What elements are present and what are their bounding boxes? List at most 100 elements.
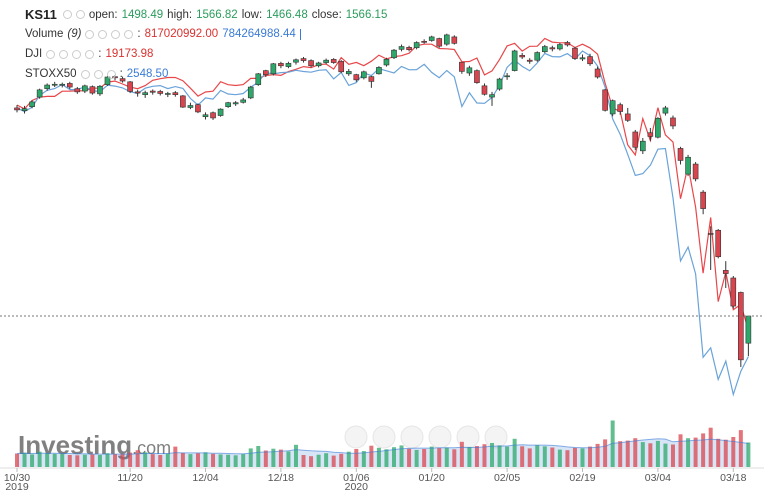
volume-bar [301, 455, 306, 467]
volume-bar [527, 448, 532, 467]
volume-bar [437, 448, 442, 467]
x-tick-label: 10/30 [4, 472, 30, 484]
candle-body [466, 67, 473, 74]
candle-body [59, 83, 66, 86]
candle-body [602, 89, 608, 111]
candle-body [640, 140, 646, 152]
candle-body [255, 73, 262, 85]
candle-body [345, 71, 352, 75]
candle-body [149, 90, 156, 93]
icon[interactable] [85, 49, 95, 59]
candle-body [738, 292, 744, 361]
candle-body [202, 114, 209, 118]
pager-button[interactable] [428, 425, 452, 449]
volume-bar [37, 451, 42, 467]
legend-value: 2548.50 [126, 68, 169, 80]
candle-body [195, 104, 201, 113]
volume-bar [618, 441, 623, 467]
candle-body [685, 156, 691, 175]
pager-button[interactable] [344, 425, 368, 449]
volume-bar [444, 447, 449, 467]
candle-body [564, 42, 571, 46]
icon[interactable] [85, 29, 95, 39]
candle-body [29, 101, 35, 108]
icon[interactable] [124, 29, 134, 39]
volume-bar [542, 446, 547, 467]
separator: : [119, 68, 123, 80]
icon[interactable] [46, 49, 56, 59]
icon[interactable] [80, 69, 90, 79]
volume-bar [625, 440, 630, 467]
candle-body [270, 63, 277, 75]
legend-value: 19173.98 [105, 48, 154, 60]
volume-bar [648, 443, 653, 467]
candle-body [594, 68, 601, 78]
icon[interactable] [111, 29, 121, 39]
candle-body [36, 89, 43, 98]
candle-body [172, 92, 179, 95]
candle-body [655, 118, 661, 138]
x-tick-label: 11/20 [117, 472, 143, 484]
candle-body [21, 108, 28, 112]
volume-bar [693, 437, 698, 467]
volume-bar [218, 454, 223, 467]
volume-bar [233, 455, 238, 467]
candle-body [391, 49, 397, 59]
volume-bar [75, 455, 80, 467]
candle-body [519, 55, 525, 58]
legend-period: (9) [67, 28, 82, 40]
x-year-label: 2020 [345, 481, 369, 491]
candle-body [504, 75, 510, 78]
pager-button[interactable] [484, 425, 508, 449]
legend-value: 817020992.00 [144, 28, 219, 40]
volume-bar [316, 454, 321, 467]
volume-bar [331, 455, 336, 467]
volume-bar [180, 452, 185, 467]
volume-bar [490, 443, 495, 467]
volume-bar [459, 441, 464, 467]
pager-button[interactable] [372, 425, 396, 449]
candle-body [308, 60, 314, 67]
legend-label: close: [311, 8, 342, 21]
candle-body [300, 58, 307, 61]
candle-body [549, 47, 556, 50]
legend-value: 1566.82 [196, 8, 238, 21]
separator: : [98, 48, 102, 60]
volume-bar [339, 453, 344, 467]
volume-bar [550, 447, 555, 467]
icon[interactable] [106, 69, 116, 79]
volume-bar [452, 449, 457, 467]
pager-button[interactable] [400, 425, 424, 449]
candle-body [557, 44, 563, 50]
volume-bar [354, 449, 359, 467]
volume-bar [346, 451, 351, 467]
icon[interactable] [98, 29, 108, 39]
legend-label: open: [88, 8, 118, 21]
candle-body [353, 74, 360, 81]
candle-body [579, 57, 586, 60]
candle-body [285, 63, 292, 67]
volume-bar [158, 455, 163, 467]
icon[interactable] [72, 49, 82, 59]
volume-bar [324, 453, 329, 467]
volume-bar [497, 445, 502, 467]
candle-body [361, 71, 367, 79]
legend-label: Volume [25, 28, 64, 40]
icon[interactable] [93, 69, 103, 79]
icon[interactable] [75, 10, 85, 19]
candle-body [413, 42, 420, 49]
volume-bar [482, 444, 487, 467]
volume-bar [701, 433, 706, 467]
legend-row: Volume (9) :817020992.00 784264988.44 [25, 28, 301, 40]
symbol: KS11 [25, 7, 57, 22]
x-tick-label: 01/06 [343, 472, 369, 484]
x-tick-label: 12/18 [268, 472, 294, 484]
volume-bar [429, 446, 434, 467]
icon[interactable] [62, 10, 72, 19]
volume-bar [746, 442, 751, 467]
icon[interactable] [59, 49, 69, 59]
volume-bar [173, 446, 178, 467]
candle-body [134, 91, 141, 94]
